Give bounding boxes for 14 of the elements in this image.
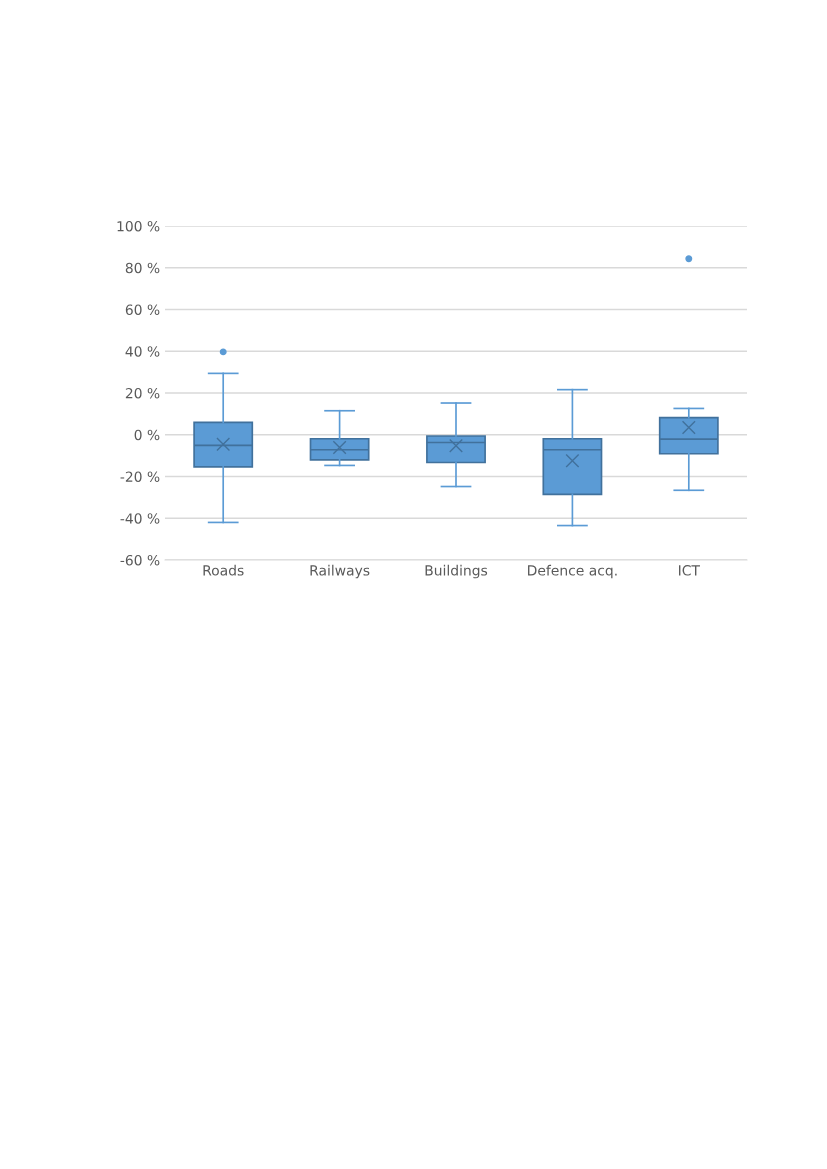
x-tick-label: Buildings	[425, 564, 488, 579]
x-tick-label: Railways	[310, 564, 370, 579]
y-tick-label: 40 %	[125, 346, 160, 357]
y-tick-label: 100 %	[117, 220, 160, 232]
y-tick-label: -40 %	[120, 513, 160, 524]
y-tick-label: 60 %	[125, 304, 160, 315]
x-tick-label: Defence acq.	[528, 564, 617, 579]
y-tick-label: 80 %	[125, 262, 160, 274]
y-tick-label: -20 %	[120, 471, 160, 482]
y-tick-label: 0 %	[134, 429, 160, 441]
y-tick-label: -60 %	[120, 554, 160, 566]
x-tick-label: ICT	[679, 565, 700, 576]
x-tick-label: Roads	[203, 564, 244, 576]
y-tick-label: 20 %	[125, 387, 160, 399]
